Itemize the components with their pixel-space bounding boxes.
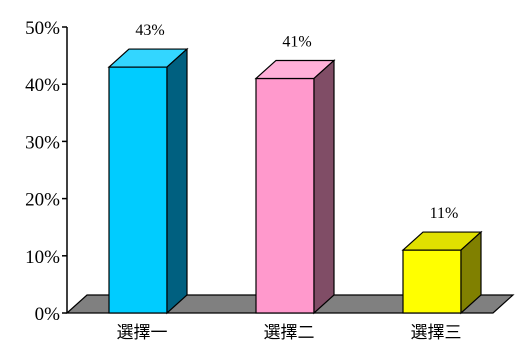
y-tick-label: 50%	[25, 18, 60, 39]
bar	[256, 60, 334, 313]
bar	[109, 49, 187, 313]
data-label: 41%	[282, 33, 311, 50]
bar-front	[109, 67, 167, 313]
bar-front	[403, 250, 461, 313]
category-labels: 選擇一 選擇二 選擇三	[117, 323, 462, 343]
y-tick-label: 40%	[25, 75, 60, 96]
bar	[403, 232, 481, 313]
category-label: 選擇三	[411, 323, 462, 343]
y-tick-label: 20%	[25, 190, 60, 211]
y-axis: 0% 10% 20% 30% 40% 50%	[25, 18, 67, 325]
bar-side	[314, 60, 334, 313]
bar-front	[256, 78, 314, 313]
y-tick-label: 10%	[25, 247, 60, 268]
data-label: 11%	[430, 205, 459, 222]
data-label: 43%	[135, 22, 164, 39]
bars	[109, 49, 481, 313]
category-label: 選擇一	[117, 323, 168, 343]
y-tick-label: 30%	[25, 132, 60, 153]
y-tick-label: 0%	[35, 304, 61, 325]
category-label: 選擇二	[264, 323, 315, 343]
bar-side	[167, 49, 187, 313]
